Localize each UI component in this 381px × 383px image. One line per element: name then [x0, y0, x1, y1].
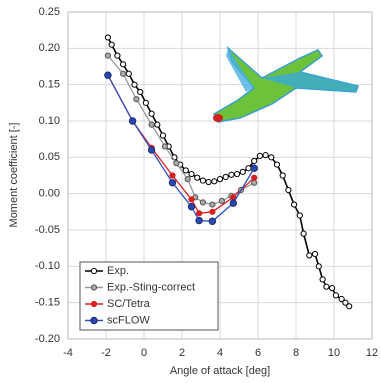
data-point — [162, 144, 167, 149]
data-point — [188, 204, 194, 210]
legend-label: scFLOW — [107, 314, 150, 326]
data-point — [246, 166, 251, 171]
data-point — [292, 202, 297, 207]
x-tick-label: -2 — [101, 347, 111, 359]
x-tick-label: 12 — [366, 347, 378, 359]
data-point — [210, 202, 215, 207]
data-point — [240, 169, 245, 174]
data-point — [129, 118, 135, 124]
data-point — [269, 155, 274, 160]
data-point — [115, 53, 120, 58]
data-point — [174, 161, 179, 166]
data-point — [160, 133, 165, 138]
data-point — [149, 122, 154, 127]
data-point — [134, 97, 139, 102]
data-point — [121, 71, 126, 76]
data-point — [149, 111, 154, 116]
data-point — [189, 171, 194, 176]
y-tick-label: -0.05 — [35, 224, 60, 236]
data-point — [200, 178, 205, 183]
data-point — [217, 177, 222, 182]
data-point — [105, 35, 110, 40]
legend: Exp. Exp.-Sting-correct SC/Tetra scFLOW — [80, 262, 218, 330]
data-point — [206, 179, 211, 184]
data-point — [109, 42, 114, 47]
data-point — [286, 187, 291, 192]
data-point — [320, 277, 325, 282]
data-point — [121, 62, 126, 67]
legend-swatch-marker — [91, 285, 96, 290]
data-point — [252, 158, 257, 163]
x-tick-label: 2 — [179, 347, 185, 359]
y-tick-label: -0.15 — [35, 297, 60, 309]
data-point — [200, 200, 205, 205]
y-tick-label: 0.10 — [39, 115, 60, 127]
y-tick-label: 0.20 — [39, 42, 60, 54]
data-point — [148, 147, 154, 153]
x-tick-label: 8 — [293, 347, 299, 359]
data-point — [105, 53, 110, 58]
data-point — [229, 172, 234, 177]
legend-label: Exp. — [107, 265, 129, 277]
data-point — [105, 72, 111, 78]
chart: -0.20 -0.15 -0.10 -0.05 0.00 0.05 0.10 0.15 0.20… — [0, 0, 381, 383]
data-point — [138, 89, 143, 94]
data-point — [169, 180, 175, 186]
data-point — [132, 82, 137, 87]
data-point — [257, 153, 262, 158]
data-point — [170, 173, 175, 178]
data-point — [330, 286, 335, 291]
y-tick-label: 0.15 — [39, 79, 60, 91]
y-axis-title: Moment coefficient [-] — [8, 123, 20, 228]
x-tick-label: 6 — [255, 347, 261, 359]
data-point — [274, 162, 279, 167]
data-point — [230, 200, 236, 206]
data-point — [347, 304, 352, 309]
data-point — [219, 198, 224, 203]
data-point — [251, 165, 257, 171]
x-tick-label: 4 — [217, 347, 223, 359]
data-point — [223, 174, 228, 179]
legend-label: SC/Tetra — [107, 298, 151, 310]
y-tick-label: -0.10 — [35, 260, 60, 272]
data-point — [280, 173, 285, 178]
data-point — [185, 177, 190, 182]
data-point — [143, 100, 148, 105]
data-point — [209, 218, 215, 224]
y-tick-label: -0.20 — [35, 333, 60, 345]
data-point — [263, 153, 268, 158]
y-tick-label: 0.25 — [39, 6, 60, 18]
data-point — [197, 211, 202, 216]
x-axis-title: Angle of attack [deg] — [170, 365, 270, 377]
legend-swatch-marker — [91, 268, 96, 273]
data-point — [196, 217, 202, 223]
y-tick-label: 0.00 — [39, 188, 60, 200]
data-point — [183, 168, 188, 173]
data-point — [235, 171, 240, 176]
series-line — [108, 56, 254, 205]
y-tick-label: 0.05 — [39, 151, 60, 163]
data-point — [316, 264, 321, 269]
data-point — [212, 179, 217, 184]
data-point — [252, 175, 257, 180]
data-point — [312, 251, 317, 256]
x-tick-label: -4 — [63, 347, 73, 359]
data-point — [307, 253, 312, 258]
data-point — [155, 122, 160, 127]
data-point — [189, 197, 194, 202]
data-point — [301, 231, 306, 236]
x-tick-label: 10 — [328, 347, 340, 359]
data-point — [210, 209, 215, 214]
legend-swatch-marker — [91, 317, 97, 323]
data-point — [195, 175, 200, 180]
x-tick-label: 0 — [141, 347, 147, 359]
data-point — [297, 213, 302, 218]
legend-label: Exp.-Sting-correct — [107, 281, 195, 293]
data-point — [324, 284, 329, 289]
data-point — [333, 293, 338, 298]
data-point — [252, 180, 257, 185]
legend-swatch-marker — [91, 301, 96, 306]
data-point — [126, 71, 131, 76]
